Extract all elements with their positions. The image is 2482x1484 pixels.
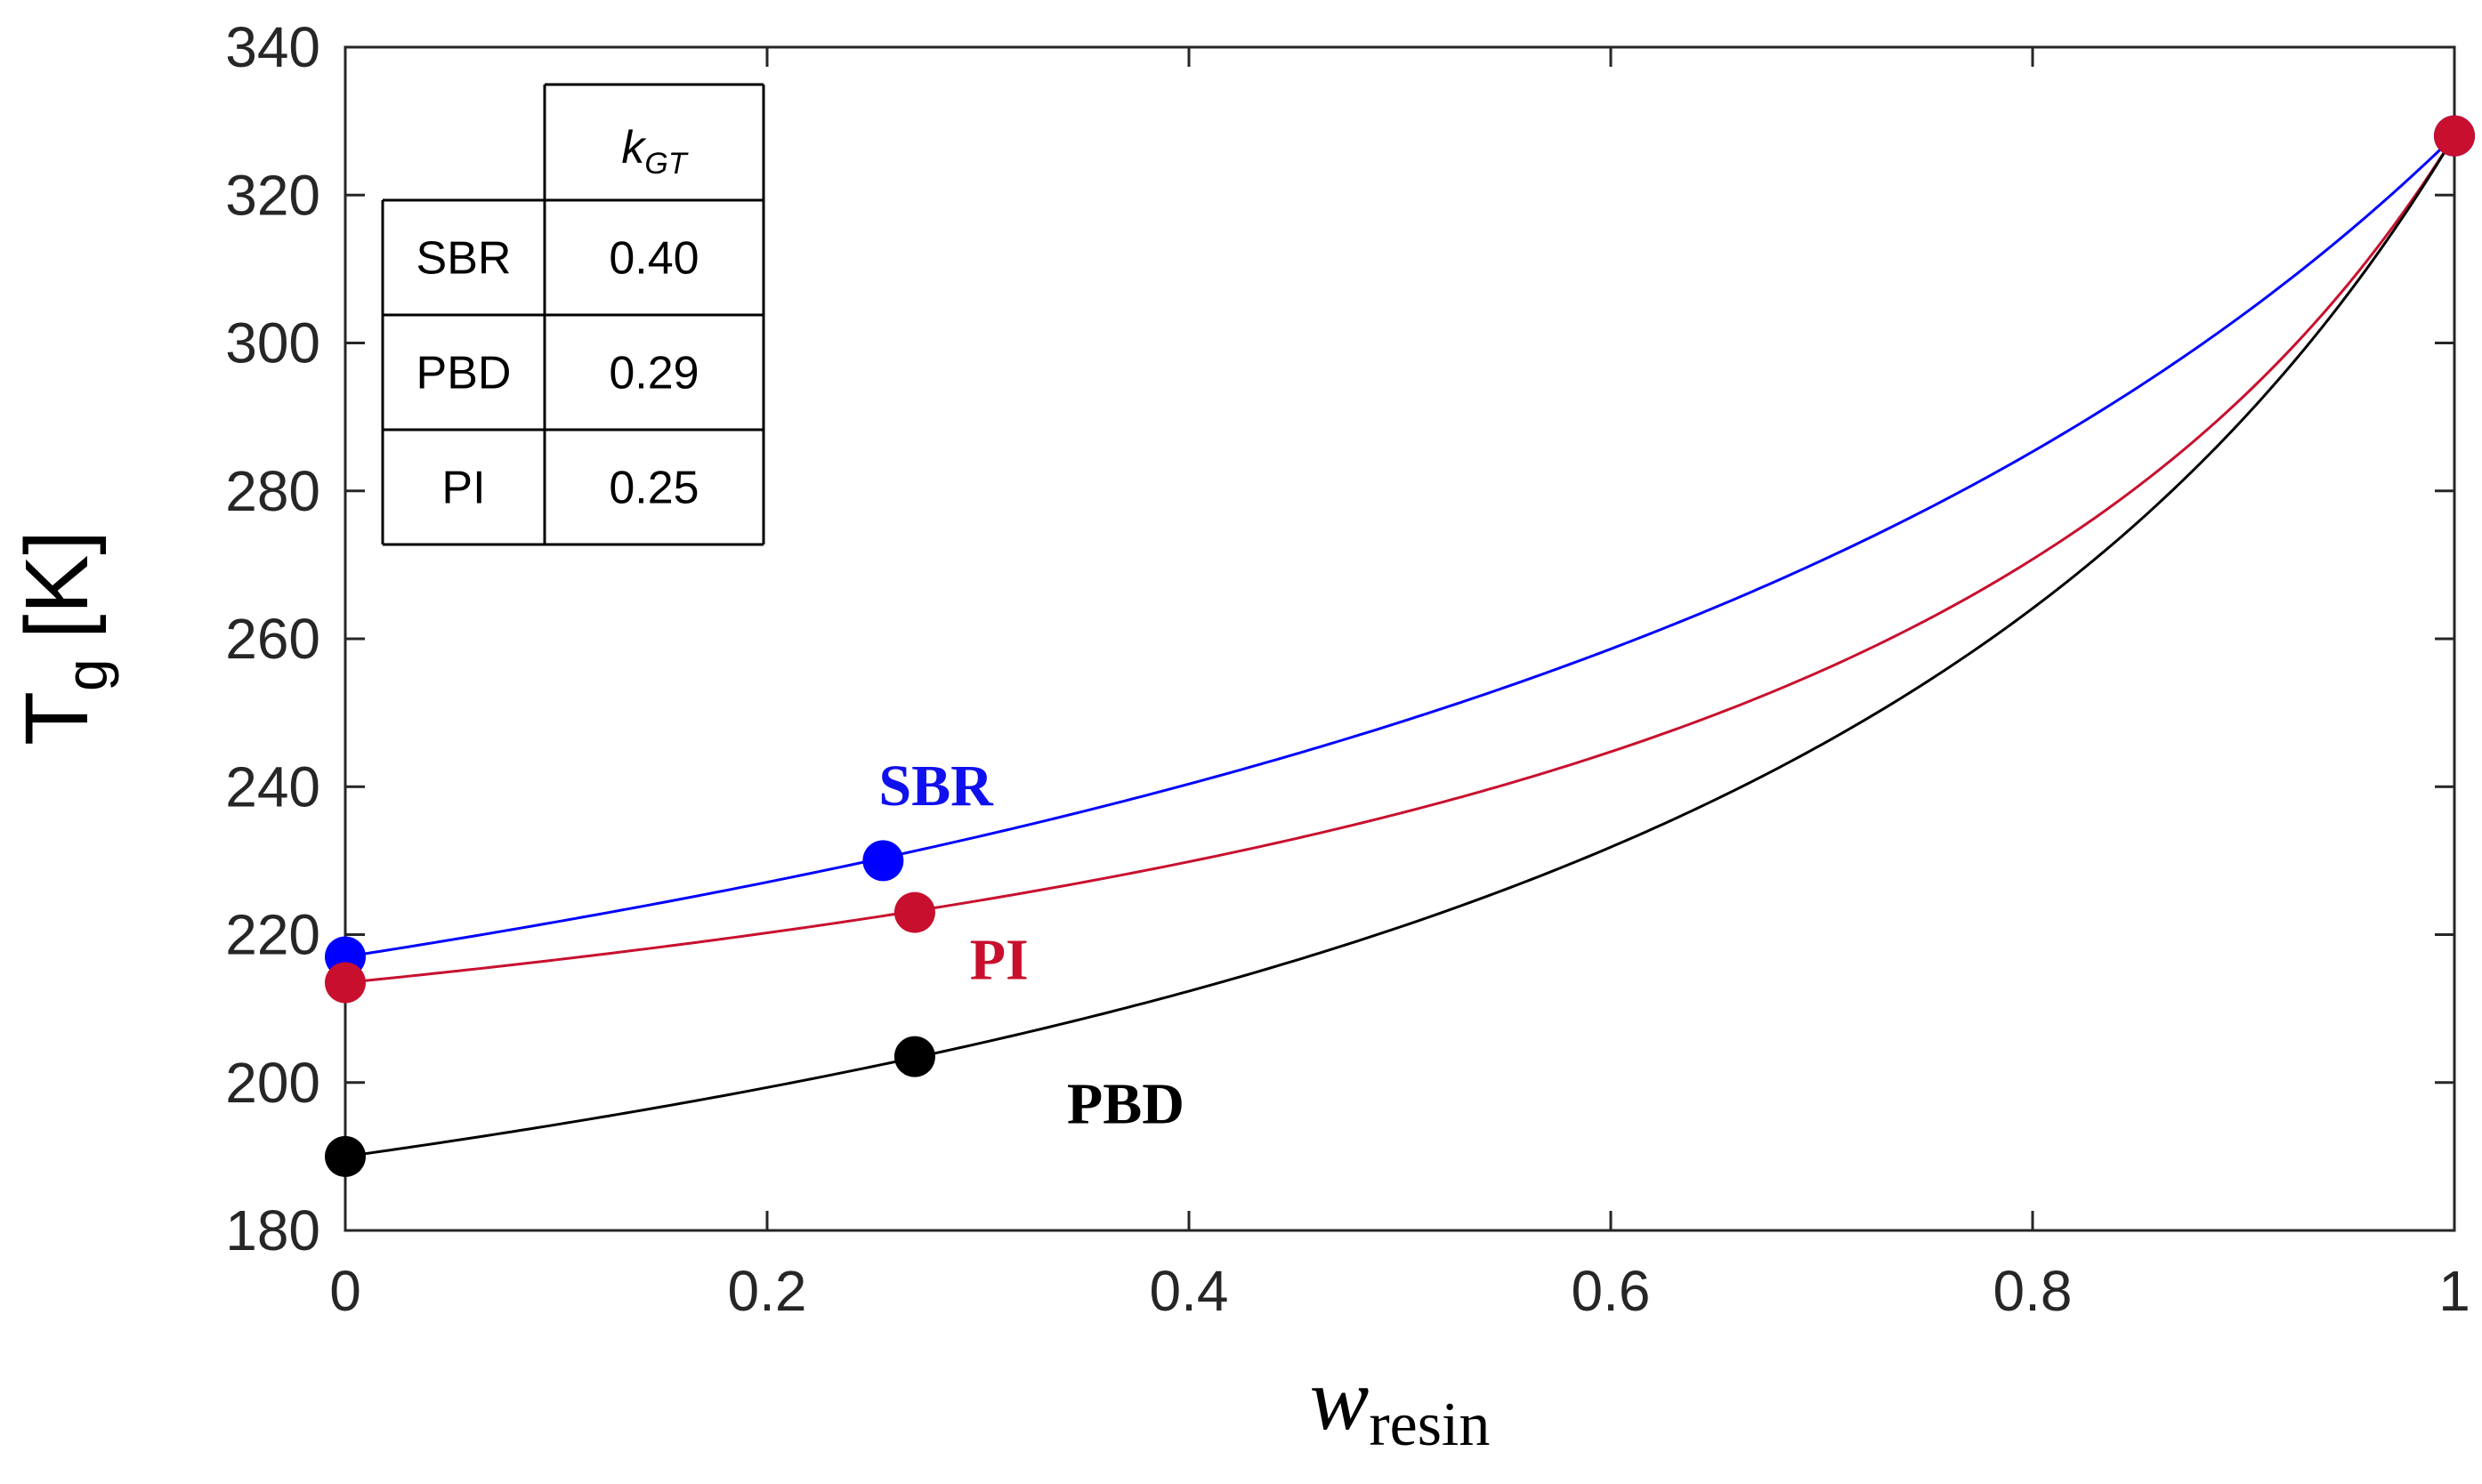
inset-table: kGT SBR 0.40 PBD 0.29 PI 0.25	[381, 83, 765, 546]
table-header-k: k	[621, 122, 647, 173]
table-cell-polymer: PBD	[416, 348, 512, 399]
data-point-pbd	[893, 1036, 935, 1077]
series-line-pi	[344, 134, 2456, 985]
y-axis-label-main: T	[7, 691, 107, 746]
series-label-pbd: PBD	[1067, 1071, 1184, 1136]
table-rows: SBR 0.40 PBD 0.29 PI 0.25	[416, 233, 699, 514]
table-cell-polymer: SBR	[416, 233, 512, 285]
axis-ticks	[344, 45, 2456, 1232]
x-tick-label: 0.8	[1993, 1259, 2073, 1323]
x-tick-label: 0.6	[1572, 1259, 1651, 1323]
data-point-pi	[2434, 115, 2475, 157]
x-tick-label: 1	[2438, 1259, 2470, 1323]
y-axis-label-unit: [K]	[7, 530, 107, 639]
y-tick-label: 220	[225, 903, 320, 967]
x-axis-label-main: w	[1310, 1350, 1370, 1448]
y-tick-label: 340	[225, 15, 320, 79]
table-header-subscript: GT	[644, 147, 688, 181]
table-cell-kgt: 0.25	[609, 463, 699, 514]
y-tick-label: 260	[225, 607, 320, 671]
x-tick-labels: 0 0.2 0.4 0.6 0.8 1	[329, 1259, 2470, 1323]
table-cell-polymer: PI	[441, 463, 485, 514]
y-tick-label: 240	[225, 754, 320, 819]
y-tick-label: 320	[225, 163, 320, 227]
data-point-sbr	[862, 840, 904, 882]
series-line-pbd	[344, 134, 2456, 1158]
y-tick-label: 180	[225, 1198, 320, 1262]
plot-area	[344, 45, 2456, 1232]
series-line-sbr	[344, 134, 2456, 958]
series-lines	[344, 134, 2456, 1158]
table-cell-kgt: 0.40	[609, 233, 699, 285]
y-tick-labels: 180 200 220 240 260 280 300 320 340	[225, 15, 320, 1262]
table-cell-kgt: 0.29	[609, 348, 699, 399]
y-axis-label-subscript: g	[53, 658, 119, 691]
data-point-pbd	[325, 1135, 366, 1177]
x-axis-label: wresin	[1310, 1350, 1491, 1459]
data-point-pi	[893, 891, 935, 933]
table-header-kgt: kGT	[621, 122, 688, 181]
y-tick-label: 280	[225, 459, 320, 523]
y-axis-label: Tg [K]	[7, 530, 119, 746]
data-point-pi	[325, 962, 366, 1004]
x-tick-label: 0.2	[728, 1259, 807, 1323]
x-axis-label-subscript: resin	[1369, 1391, 1490, 1459]
y-tick-label: 300	[225, 311, 320, 375]
series-points	[325, 115, 2475, 1177]
series-label-sbr: SBR	[878, 754, 994, 819]
series-label-pi: PI	[970, 927, 1029, 992]
x-tick-label: 0.4	[1150, 1259, 1229, 1323]
y-tick-label: 200	[225, 1051, 320, 1115]
x-tick-label: 0	[329, 1259, 361, 1323]
table-grid-lines	[381, 83, 765, 546]
series-labels: SBR PI PBD	[878, 754, 1184, 1136]
